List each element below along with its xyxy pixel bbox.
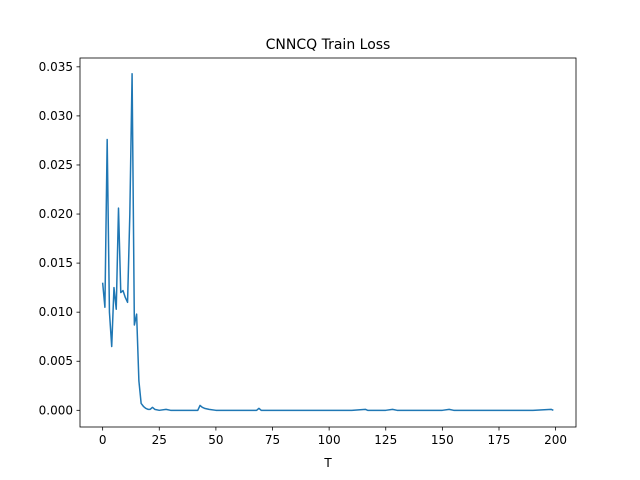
x-tick-label: 50 <box>208 433 223 447</box>
plot-area: 0 25 50 75 100 125 150 175 200 0.0000.0050.0100.… <box>39 57 577 447</box>
y-axis-ticks: 0.000 0.005 0.010 0.015 0.020 0.025 0.030 0.035 <box>39 60 80 417</box>
x-tick-label: 100 <box>318 433 341 447</box>
y-tick-label: 0.000 <box>39 403 73 417</box>
y-tick-label: 0.020 <box>39 207 73 221</box>
axes-frame <box>79 57 577 428</box>
y-tick-label: 0.005 <box>39 354 73 368</box>
y-tick-label: 0.015 <box>39 256 73 270</box>
y-tick-label: 0.030 <box>39 109 73 123</box>
x-tick-label: 200 <box>544 433 567 447</box>
x-tick-label: 75 <box>265 433 280 447</box>
x-axis-ticks: 0 25 50 75 100 125 150 175 200 <box>99 427 567 447</box>
x-tick-label: 150 <box>431 433 454 447</box>
x-tick-label: 25 <box>152 433 167 447</box>
y-tick-label: 0.025 <box>39 158 73 172</box>
chart-title: CNNCQ Train Loss <box>266 37 391 53</box>
x-tick-label: 0 <box>99 433 107 447</box>
x-axis-label: T <box>323 456 332 470</box>
x-tick-label: 125 <box>374 433 397 447</box>
y-tick-label: 0.010 <box>39 305 73 319</box>
x-tick-label: 175 <box>488 433 511 447</box>
loss-series-line <box>101 72 554 412</box>
y-tick-label: 0.035 <box>39 60 73 74</box>
